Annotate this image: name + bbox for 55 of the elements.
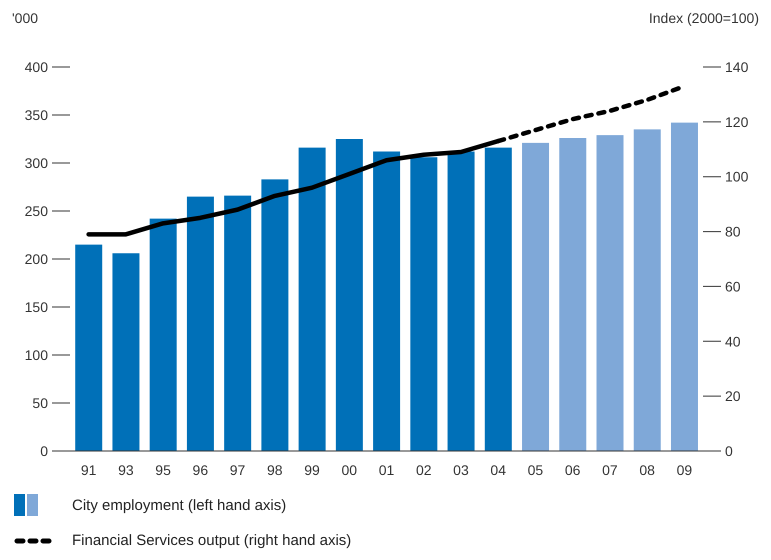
x-tick-label: 08 [639, 462, 656, 478]
y-tick-label: 100 [24, 346, 48, 363]
x-tick-label: 02 [416, 462, 432, 478]
bar [559, 138, 586, 451]
x-tick-label: 98 [267, 462, 283, 478]
y2-tick-label: 0 [725, 442, 733, 459]
bar [150, 218, 177, 451]
y-tick-label: 400 [24, 58, 48, 75]
y2-axis-title: Index (2000=100) [648, 10, 759, 26]
bar [336, 139, 363, 451]
bar [670, 122, 698, 451]
y-tick-label: 200 [24, 250, 48, 267]
bar [224, 196, 252, 451]
y-tick-label: 0 [40, 442, 48, 459]
x-tick-label: 95 [155, 462, 172, 478]
bar [596, 135, 624, 451]
y2-tick-label: 120 [725, 114, 749, 130]
y-axis-title: '000 [12, 10, 38, 26]
bar [112, 253, 140, 451]
bar [410, 157, 438, 451]
x-tick-label: 03 [453, 462, 469, 478]
bar [634, 129, 661, 451]
bar [75, 244, 102, 451]
x-tick-label: 99 [304, 462, 320, 478]
x-tick-label: 05 [528, 462, 544, 478]
bar [448, 151, 475, 451]
y2-tick-label: 140 [725, 58, 749, 75]
bar [261, 179, 288, 451]
y-tick-label: 50 [32, 394, 48, 411]
x-tick-label: 01 [378, 462, 394, 478]
x-tick-label: 00 [341, 462, 358, 478]
x-tick-label: 91 [80, 462, 97, 478]
y2-tick-label: 60 [725, 278, 741, 294]
x-tick-label: 06 [564, 462, 581, 478]
y-tick-label: 300 [24, 154, 48, 171]
legend-label: City employment (left hand axis) [72, 496, 286, 514]
bar [484, 148, 512, 451]
bar [373, 151, 400, 451]
x-tick-label: 93 [118, 462, 134, 478]
y2-tick-label: 80 [725, 224, 741, 240]
x-tick-label: 96 [192, 462, 208, 478]
y-tick-label: 150 [24, 298, 48, 315]
bar [522, 142, 550, 451]
x-tick-label: 04 [490, 462, 506, 478]
y2-tick-label: 20 [725, 388, 741, 404]
bar [298, 148, 326, 451]
y-tick-label: 250 [24, 202, 48, 219]
x-tick-label: 97 [230, 462, 246, 478]
y2-tick-label: 100 [725, 168, 749, 185]
y2-tick-label: 40 [725, 333, 741, 350]
x-tick-label: 09 [676, 462, 692, 478]
x-tick-label: 07 [602, 462, 618, 478]
legend-label: Financial Services output (right hand axis) [72, 532, 352, 549]
bar [186, 196, 214, 451]
y-tick-label: 350 [24, 106, 48, 123]
